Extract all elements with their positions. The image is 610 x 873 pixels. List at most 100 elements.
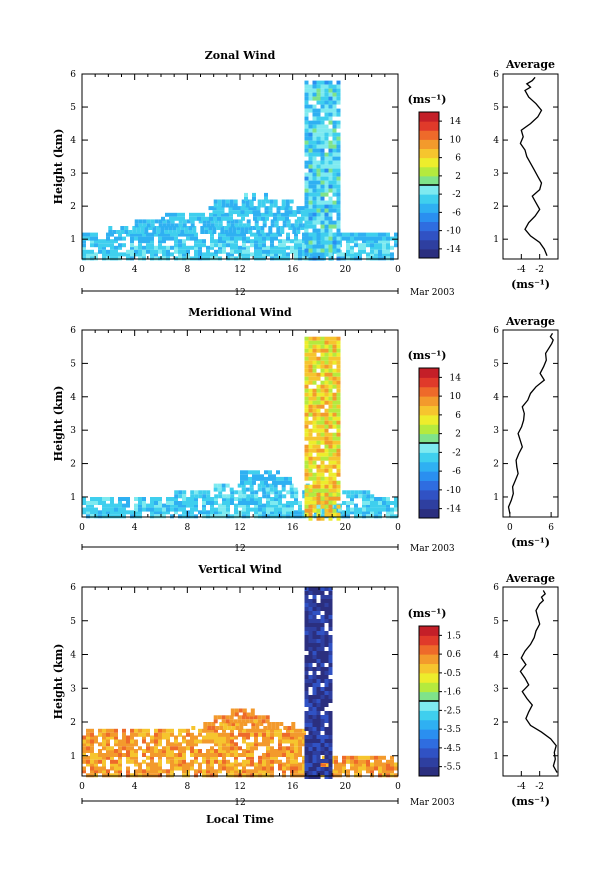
heatmap-cell — [210, 514, 214, 519]
heatmap-cell — [102, 753, 106, 757]
heatmap-cell — [332, 352, 337, 357]
heatmap-cell — [320, 428, 325, 433]
heatmap-cell — [308, 132, 313, 137]
heatmap-cell — [170, 728, 174, 733]
heatmap-cell — [265, 199, 270, 204]
heatmap-cell — [316, 468, 321, 473]
heatmap-cell — [290, 762, 294, 767]
heatmap-cell — [328, 719, 333, 723]
heatmap-cell — [138, 245, 142, 250]
heatmap-cell — [308, 164, 313, 169]
heatmap-cell — [190, 732, 194, 737]
heatmap-cell — [390, 252, 394, 257]
heatmap-cell — [106, 746, 110, 751]
heatmap-cell — [146, 249, 150, 254]
heatmap-cell — [230, 501, 234, 505]
heatmap-cell — [271, 722, 276, 726]
heatmap-cell — [231, 722, 236, 726]
heatmap-cell — [245, 719, 250, 724]
heatmap-cell — [328, 216, 333, 221]
heatmap-cell — [324, 659, 329, 663]
heatmap-cell — [90, 510, 94, 515]
heatmap-cell — [354, 769, 358, 774]
heatmap-cell — [328, 763, 333, 767]
heatmap-cell — [108, 230, 113, 234]
heatmap-cell — [312, 751, 317, 755]
heatmap-cell — [273, 487, 278, 492]
heatmap-cell — [336, 488, 341, 493]
heatmap-cell — [366, 514, 370, 519]
heatmap-cell — [254, 243, 258, 248]
heatmap-cell — [282, 749, 286, 753]
heatmap-cell — [320, 587, 325, 591]
colorbar-segment — [419, 148, 439, 159]
heatmap-cell — [312, 212, 317, 217]
heatmap-cell — [278, 497, 282, 501]
heatmap-cell — [320, 723, 325, 727]
heatmap-cell — [302, 243, 306, 248]
heatmap-cell — [312, 372, 317, 377]
colorbar-segment — [419, 239, 439, 250]
heatmap-cell — [292, 226, 297, 230]
heatmap-cell — [194, 739, 198, 744]
heatmap-cell — [202, 769, 206, 774]
heatmap-cell — [328, 456, 333, 461]
heatmap-cell — [198, 769, 202, 774]
heatmap-cell — [336, 412, 341, 417]
heatmap-cell — [320, 380, 325, 385]
heatmap-cell — [328, 372, 333, 377]
heatmap-cell — [254, 735, 258, 740]
heatmap-cell — [110, 753, 114, 757]
heatmap-cell — [390, 773, 394, 778]
heatmap-cell — [320, 603, 325, 607]
heatmap-cell — [354, 510, 358, 515]
heatmap-cell — [328, 396, 333, 401]
heatmap-cell — [242, 759, 246, 764]
heatmap-cell — [230, 742, 234, 747]
heatmap-cell — [138, 497, 142, 501]
heatmap-cell — [308, 224, 313, 229]
heatmap-cell — [268, 230, 273, 234]
heatmap-cell — [328, 232, 333, 237]
heatmap-cell — [312, 396, 317, 401]
heatmap-cell — [234, 249, 238, 254]
heatmap-cell — [378, 239, 382, 244]
heatmap-cell — [316, 108, 321, 113]
heatmap-cell — [324, 735, 329, 739]
date-day-label: 12 — [234, 798, 245, 808]
heatmap-cell — [202, 728, 206, 733]
heatmap-cell — [320, 591, 325, 595]
heatmap-cell — [190, 746, 194, 751]
heatmap-cell — [282, 219, 287, 224]
heatmap-cell — [94, 252, 98, 257]
heatmap-cell — [316, 172, 321, 177]
heatmap-cell — [190, 256, 194, 261]
heatmap-cell — [246, 735, 250, 740]
heatmap-cell — [246, 494, 251, 499]
colorbar-tick-label: -10 — [447, 486, 462, 496]
colorbar-segment — [419, 386, 439, 397]
heatmap-cell — [202, 239, 206, 244]
heatmap-cell — [312, 248, 317, 253]
heatmap-cell — [106, 739, 110, 744]
heatmap-cell — [174, 490, 179, 495]
heatmap-cell — [314, 514, 318, 519]
x-tick-label: 4 — [132, 265, 138, 275]
heatmap-cell — [328, 340, 333, 345]
heatmap-cell — [324, 703, 329, 707]
average-frame — [502, 329, 559, 518]
heatmap-cell — [336, 144, 341, 149]
heatmap-cell — [324, 136, 329, 141]
heatmap-cell — [122, 742, 126, 747]
heatmap-cell — [298, 735, 302, 740]
heatmap-cell — [250, 742, 254, 747]
heatmap-cell — [238, 501, 242, 505]
heatmap-cell — [150, 735, 154, 740]
heatmap-cell — [294, 232, 298, 237]
heatmap-cell — [294, 769, 298, 774]
heatmap-cell — [336, 192, 341, 197]
heatmap-cell — [354, 755, 358, 760]
heatmap-cell — [316, 631, 321, 635]
heatmap-cell — [214, 507, 218, 512]
heatmap-cell — [86, 249, 90, 254]
